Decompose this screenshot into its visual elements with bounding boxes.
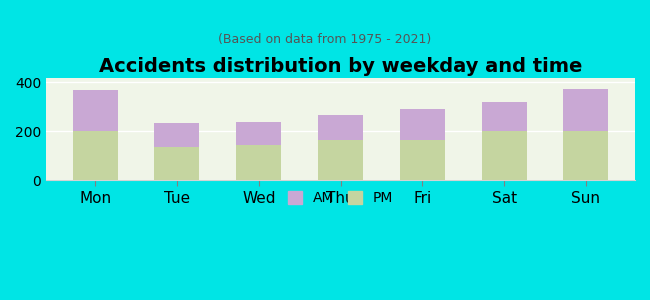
Bar (400, 109, 445, 140)
Legend: AM, PM: AM, PM (281, 184, 400, 212)
Bar (155, 147, 200, 180)
Bar (318, 140, 363, 180)
Bar (400, 140, 445, 180)
Bar (482, 131, 526, 180)
Bar (73, 90, 118, 131)
Bar (236, 122, 281, 145)
Bar (73, 131, 118, 180)
Bar (318, 116, 363, 140)
Bar (155, 123, 200, 147)
Title: Accidents distribution by weekday and time: Accidents distribution by weekday and ti… (99, 57, 582, 76)
Bar (564, 131, 608, 180)
Text: (Based on data from 1975 - 2021): (Based on data from 1975 - 2021) (218, 32, 432, 46)
Bar (236, 145, 281, 180)
Bar (564, 88, 608, 131)
Bar (482, 102, 526, 131)
